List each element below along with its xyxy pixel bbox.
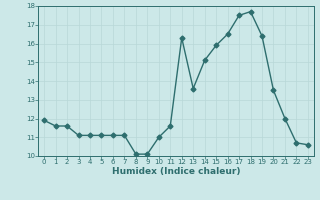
X-axis label: Humidex (Indice chaleur): Humidex (Indice chaleur) — [112, 167, 240, 176]
